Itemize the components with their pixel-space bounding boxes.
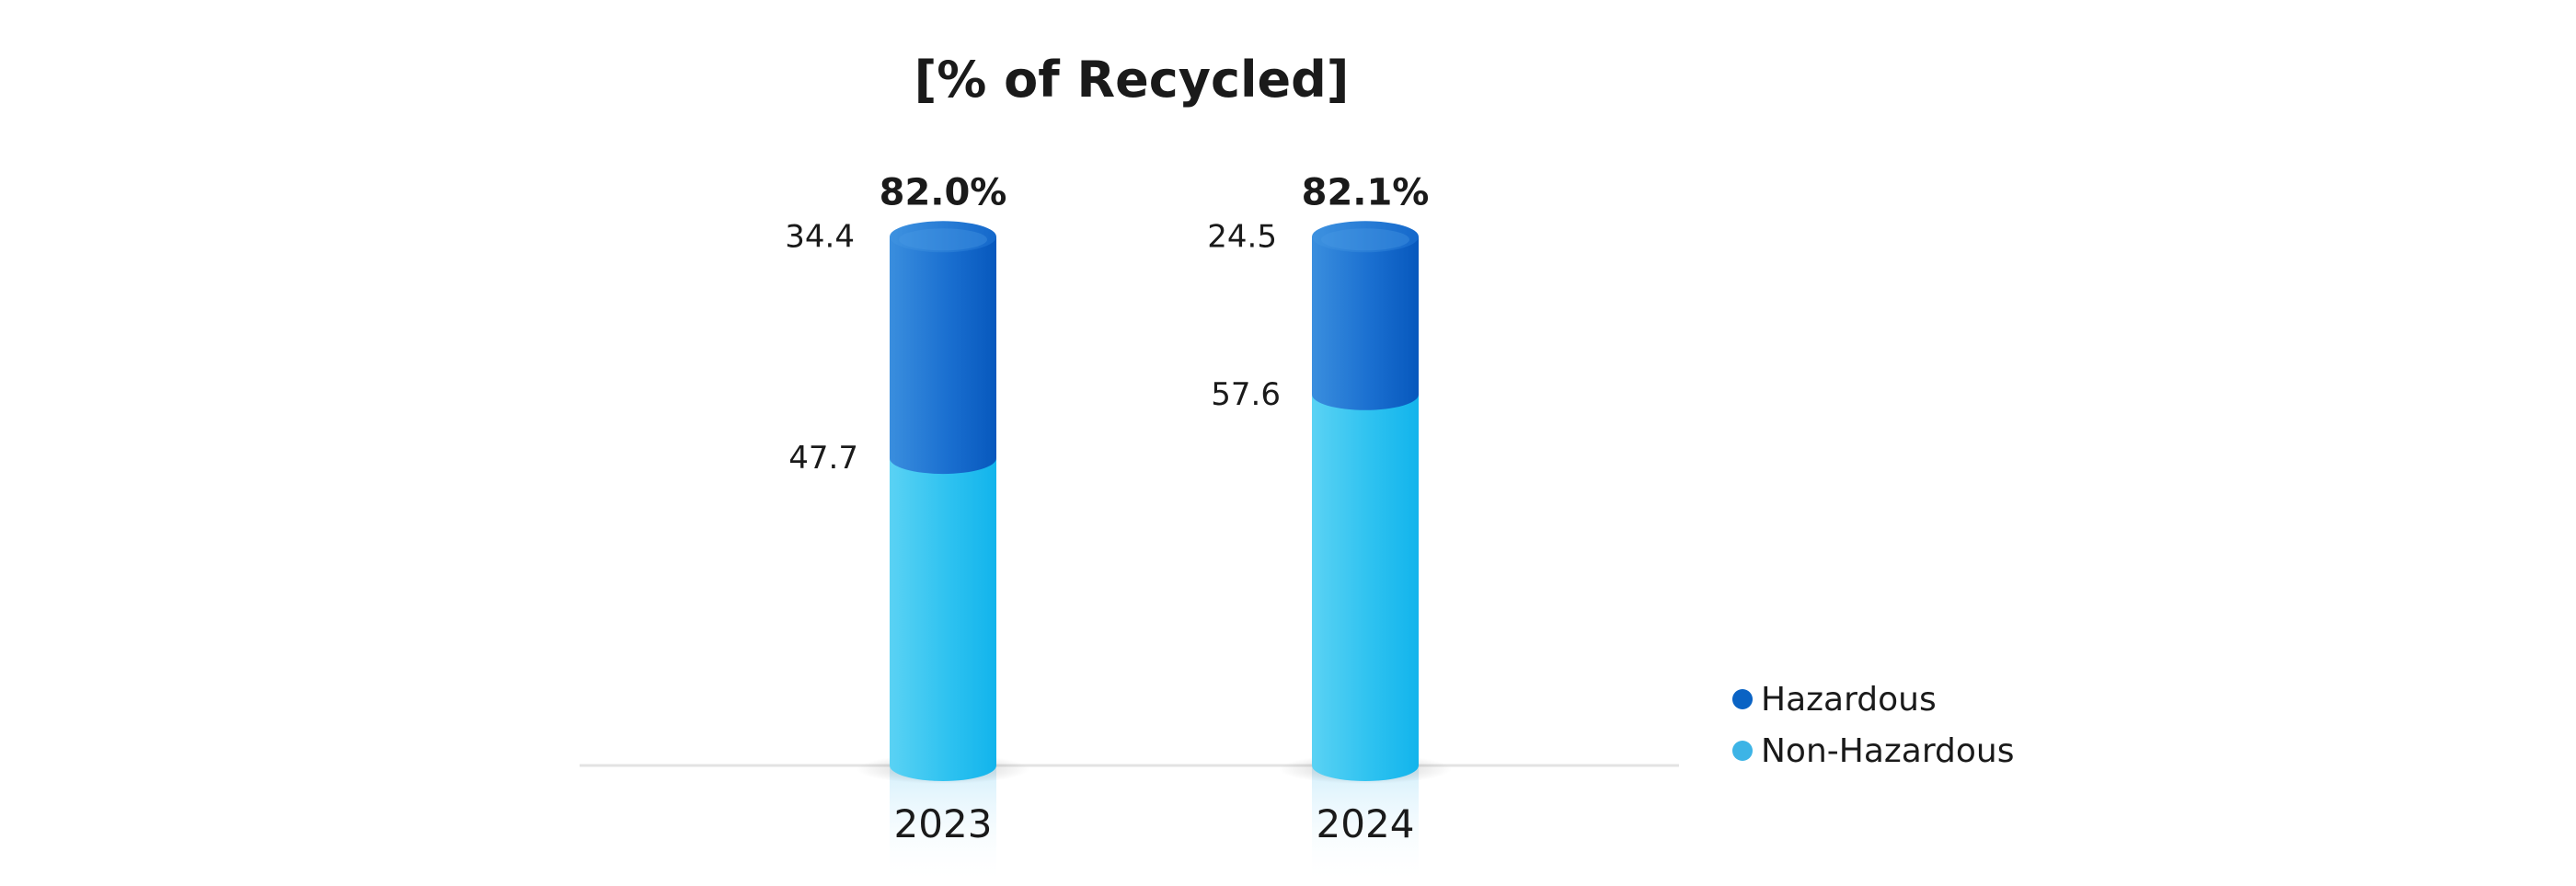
bar-reflection <box>890 765 996 885</box>
bar-segment-non-hazardous <box>1312 394 1419 781</box>
bar-top-highlight <box>899 228 987 251</box>
legend-swatch-hazardous <box>1732 689 1753 709</box>
value-label-non-hazardous: 57.6 <box>1211 376 1281 413</box>
legend: Hazardous Non-Hazardous <box>1732 681 2014 770</box>
legend-label-hazardous: Hazardous <box>1761 681 1937 719</box>
legend-swatch-non-hazardous <box>1732 741 1753 761</box>
bar-top-highlight <box>1321 228 1409 251</box>
total-label: 82.0% <box>880 171 1007 213</box>
bar-segment-non-hazardous <box>890 458 996 781</box>
chart-title: [% of Recycled] <box>914 51 1350 109</box>
value-label-non-hazardous: 47.7 <box>788 440 858 477</box>
bars-layer: 34.4 47.7 82.0% 2023 24.5 57.6 82.1% 2024 <box>785 171 1452 885</box>
bar-segment-hazardous <box>890 236 996 475</box>
bar-segment-hazardous <box>1312 236 1419 410</box>
bar-top-cap <box>890 221 996 253</box>
value-label-hazardous: 24.5 <box>1207 218 1277 255</box>
legend-label-non-hazardous: Non-Hazardous <box>1761 732 2014 770</box>
total-label: 82.1% <box>1302 171 1430 213</box>
value-label-hazardous: 34.4 <box>785 218 855 255</box>
bar-top-cap <box>1312 221 1419 253</box>
category-label: 2024 <box>1317 801 1415 846</box>
category-label: 2023 <box>894 801 993 846</box>
bar-reflection <box>1312 765 1419 885</box>
bar-group-2023: 34.4 47.7 82.0% 2023 <box>785 171 1029 885</box>
bar-group-2024: 24.5 57.6 82.1% 2024 <box>1207 171 1452 885</box>
